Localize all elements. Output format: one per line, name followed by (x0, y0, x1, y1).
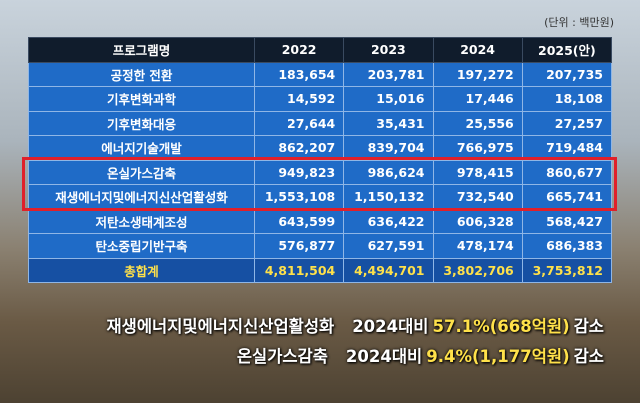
table-cell: 27,644 (253, 110, 345, 136)
table-cell: 4,494,701 (343, 257, 434, 283)
table-cell: 35,431 (343, 110, 434, 136)
table-cell: 2022 (253, 37, 345, 63)
note-result: 감소 (573, 347, 604, 366)
table-cell: 636,422 (343, 208, 434, 234)
table-cell: 839,704 (343, 135, 434, 161)
table-row: 탄소중립기반구축 576,877 627,591 478,174 686,383 (28, 233, 613, 259)
table-cell: 627,591 (343, 233, 434, 259)
table-cell: 766,975 (432, 135, 523, 161)
table-cell: 27,257 (521, 110, 613, 136)
table-cell: 25,556 (432, 110, 523, 136)
table-cell: 203,781 (343, 61, 434, 87)
table-row: 기후변화과학 14,592 15,016 17,446 18,108 (28, 86, 613, 112)
table-cell: 온실가스감축 (28, 159, 255, 185)
table-cell: 15,016 (343, 86, 434, 112)
note-program: 온실가스감축 (236, 347, 328, 366)
table-cell: 14,592 (253, 86, 345, 112)
table-cell: 17,446 (432, 86, 523, 112)
table-cell: 2025(안) (521, 37, 613, 63)
table-cell: 재생에너지및에너지신산업활성화 (28, 184, 255, 210)
table-cell: 207,735 (521, 61, 613, 87)
summary-note: 온실가스감축 2024대비 9.4%(1,177억원) 감소 (233, 343, 604, 367)
table-cell: 총합계 (28, 257, 255, 283)
table-cell: 183,654 (253, 61, 345, 87)
highlight-box (22, 157, 617, 211)
table-row: 온실가스감축 949,823 986,624 978,415 860,677 (28, 159, 613, 185)
note-program: 재생에너지및에너지신산업활성화 (106, 317, 335, 336)
table-cell: 2023 (343, 37, 434, 63)
table-cell: 862,207 (253, 135, 345, 161)
table-row: 총합계 4,811,504 4,494,701 3,802,706 3,753,812 (28, 257, 613, 283)
table-cell: 732,540 (432, 184, 523, 210)
table-cell: 606,328 (432, 208, 523, 234)
table-cell: 643,599 (253, 208, 345, 234)
table-cell: 공정한 전환 (28, 61, 255, 87)
table-cell: 686,383 (521, 233, 613, 259)
table-row: 에너지기술개발 862,207 839,704 766,975 719,484 (28, 135, 613, 161)
table-row: 공정한 전환 183,654 203,781 197,272 207,735 (28, 61, 613, 87)
table-cell: 478,174 (432, 233, 523, 259)
note-compare: 2024대비 (345, 347, 423, 366)
table-cell: 기후변화과학 (28, 86, 255, 112)
table-row: 재생에너지및에너지신산업활성화 1,553,108 1,150,132 732,540… (28, 184, 613, 210)
table-cell: 18,108 (521, 86, 613, 112)
table-cell: 3,802,706 (432, 257, 523, 283)
table-cell: 4,811,504 (253, 257, 345, 283)
summary-note: 재생에너지및에너지신산업활성화 2024대비 57.1%(668억원) 감소 (102, 313, 604, 337)
table-cell: 665,741 (521, 184, 613, 210)
table-cell: 719,484 (521, 135, 613, 161)
table-cell: 3,753,812 (521, 257, 613, 283)
note-result: 감소 (573, 317, 604, 336)
table-row: 기후변화대응 27,644 35,431 25,556 27,257 (28, 110, 613, 136)
table-cell: 프로그램명 (28, 37, 255, 63)
table-cell: 에너지기술개발 (28, 135, 255, 161)
table-cell: 1,553,108 (253, 184, 345, 210)
table-cell: 568,427 (521, 208, 613, 234)
note-change: 9.4%(1,177억원) (426, 347, 570, 366)
table-cell: 576,877 (253, 233, 345, 259)
table-cell: 1,150,132 (343, 184, 434, 210)
table-row: 저탄소생태계조성 643,599 636,422 606,328 568,427 (28, 208, 613, 234)
table-cell: 저탄소생태계조성 (28, 208, 255, 234)
table-cell: 기후변화대응 (28, 110, 255, 136)
budget-table: 프로그램명 2022 2023 2024 2025(안) 공정한 전환 183,654 203… (28, 37, 613, 283)
unit-label: (단위 : 백만원) (544, 16, 614, 29)
table-cell: 949,823 (253, 159, 345, 185)
note-compare: 2024대비 (352, 317, 429, 336)
table-row: 프로그램명 2022 2023 2024 2025(안) (28, 37, 613, 63)
table-cell: 탄소중립기반구축 (28, 233, 255, 259)
table-cell: 2024 (432, 37, 523, 63)
table-cell: 197,272 (432, 61, 523, 87)
table-cell: 860,677 (521, 159, 613, 185)
note-change: 57.1%(668억원) (432, 317, 570, 336)
